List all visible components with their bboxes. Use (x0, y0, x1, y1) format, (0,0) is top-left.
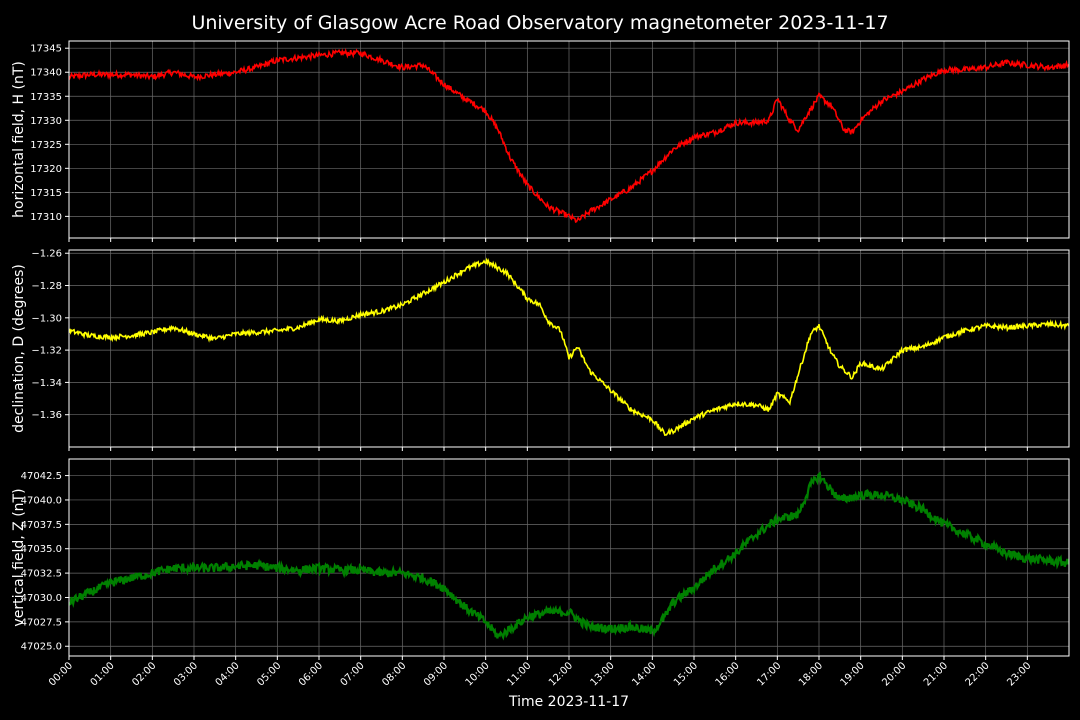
y-tick-label: 17345 (30, 44, 62, 55)
axes-frame (68, 458, 1070, 657)
panel-2: −1.36 −1.34 −1.32 −1.30 −1.28 −1.26 declinatio… (11, 249, 1070, 451)
y-tick-label: −1.26 (31, 249, 62, 260)
y-axis-label: horizontal field, H (nT) (11, 61, 27, 218)
y-tick-label: −1.28 (31, 281, 62, 292)
y-axis-label: declination, D (degrees) (11, 264, 27, 433)
chart-title: University of Glasgow Acre Road Observat… (191, 12, 888, 34)
y-tick-label: −1.32 (31, 346, 62, 357)
series-line-1 (69, 48, 1069, 224)
y-tick-label: 17325 (30, 140, 62, 151)
y-tick-label: −1.30 (31, 313, 62, 324)
y-tick-label: 47035.0 (21, 544, 62, 555)
panel-3: 47025.0 47027.5 47030.0 47032.5 47035.0 47037… (11, 458, 1070, 660)
y-tick-label: 17330 (30, 116, 62, 127)
y-tick-label: −1.36 (31, 410, 62, 421)
series-line-3 (69, 471, 1069, 641)
panel-1: 17310 17315 17320 17325 17330 17335 17340 17345… (11, 40, 1070, 242)
y-tick-label: 17315 (30, 188, 62, 199)
y-tick-label: −1.34 (31, 378, 62, 389)
axes-frame (68, 40, 1070, 239)
y-axis-label: vertical field, Z (nT) (11, 488, 27, 626)
y-tick-label: 47027.5 (21, 617, 62, 628)
y-tick-label: 17320 (30, 164, 62, 175)
y-tick-label: 47025.0 (21, 642, 62, 653)
y-tick-label: 17335 (30, 92, 62, 103)
y-tick-label: 17340 (30, 68, 62, 79)
y-tick-label: 17310 (30, 212, 62, 223)
y-tick-label: 47037.5 (21, 520, 62, 531)
axes-frame (68, 249, 1070, 448)
series-line-2 (69, 257, 1069, 437)
x-axis-label: Time 2023-11-17 (508, 694, 629, 710)
y-tick-label: 47042.5 (21, 471, 62, 482)
y-tick-label: 47030.0 (21, 593, 62, 604)
y-tick-label: 47032.5 (21, 569, 62, 580)
y-tick-label: 47040.0 (21, 495, 62, 506)
